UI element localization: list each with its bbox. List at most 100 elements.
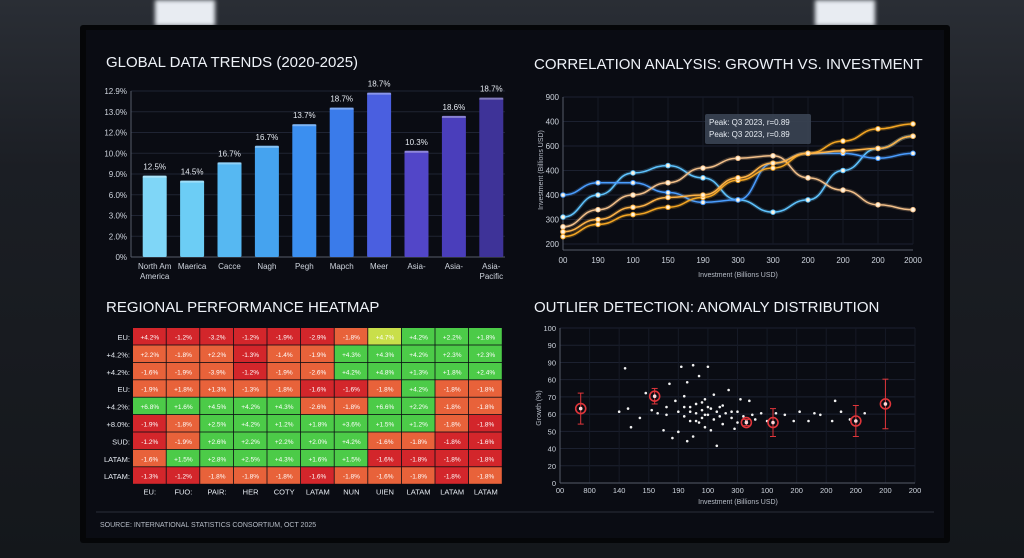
row-label: +8.0%:: [106, 420, 130, 429]
scatter-point: [697, 374, 701, 378]
cell-value: -1.6%: [141, 369, 158, 376]
scatter-point: [750, 413, 754, 417]
scatter-point: [700, 401, 704, 404]
bar-data-label: 18.7%: [368, 80, 391, 89]
cell-value: -2.6%: [309, 404, 326, 411]
series-point: [770, 160, 776, 166]
heatmap-cell: [267, 432, 301, 449]
scatter-point: [718, 405, 722, 409]
series-point: [560, 233, 566, 240]
heatmap-cell: [469, 328, 502, 345]
heatmap-cell: [368, 380, 401, 397]
series-point: [875, 202, 881, 208]
series-point: [840, 138, 846, 144]
cell-value: +1.8%: [174, 387, 193, 394]
ceiling-light: [815, 0, 875, 26]
y-tick-label: 600: [546, 142, 560, 151]
heatmap-cell: [334, 362, 368, 380]
cell-value: +2.0%: [308, 439, 327, 446]
y-tick-label: 9.0%: [109, 170, 127, 179]
heatmap-cell: [200, 397, 233, 415]
scatter-point: [629, 425, 633, 429]
heatmap-cell: [469, 467, 502, 484]
heatmap-cell: [233, 362, 267, 380]
outlier-point: [854, 419, 858, 423]
heatmap-cell: [267, 415, 301, 432]
x-tick-label: America: [140, 272, 170, 281]
heatmap-cell: [301, 328, 334, 345]
tooltip-text: Peak: Q3 2023, r=0.89: [709, 130, 790, 139]
heatmap-cell: [200, 449, 233, 467]
cell-value: -1.9%: [141, 387, 158, 394]
scatter-point: [807, 419, 810, 423]
heatmap-cell: [401, 362, 435, 380]
scatter-point: [727, 388, 730, 392]
scatter-point: [677, 410, 680, 414]
cell-value: -1.2%: [141, 439, 158, 446]
x-tick-label: 200: [879, 486, 892, 495]
series-point: [770, 209, 776, 215]
x-tick-label: 300: [731, 256, 745, 265]
heatmap-cell: [334, 345, 368, 362]
x-tick-label: 200: [836, 256, 850, 265]
heatmap-cell: [267, 397, 301, 415]
x-tick-label: Pacific: [480, 272, 504, 281]
heatmap-cell: [435, 362, 469, 380]
series-point: [875, 145, 881, 152]
outlier-point: [578, 406, 583, 411]
cell-value: -1.2%: [242, 369, 259, 376]
series-point: [560, 228, 566, 235]
y-tick-label: 90: [548, 341, 556, 350]
heatmap-cell: [368, 415, 401, 432]
line-chart: 200 300 400 400 600 400 900 00 190 100 150 190 300 30…: [538, 93, 922, 279]
cell-value: -3.2%: [209, 335, 226, 342]
series-point: [595, 206, 601, 213]
scatter-point: [694, 411, 698, 415]
heatmap-cell: [301, 415, 334, 432]
heatmap-cell: [267, 449, 301, 467]
cell-value: +4.2%: [342, 439, 361, 446]
cell-value: -1.9%: [141, 422, 158, 429]
y-tick-label: 60: [548, 376, 556, 385]
cell-value: -1.3%: [141, 474, 158, 481]
heatmap-cell: [267, 380, 301, 397]
cell-value: +4.3%: [376, 352, 395, 359]
heatmap-cell: [133, 345, 166, 362]
scatter-point: [665, 413, 668, 417]
x-tick-label: 2000: [904, 256, 922, 265]
col-label: LATAM: [306, 488, 330, 497]
bar-highlight: [479, 97, 504, 100]
scatter-point: [662, 429, 665, 432]
series-point: [735, 197, 741, 203]
scatter-point: [730, 416, 733, 420]
scatter-point: [626, 407, 630, 410]
heatmap-cell: [368, 467, 401, 484]
cell-value: +2.4%: [476, 369, 495, 376]
scatter-point: [697, 421, 701, 424]
scatter-point: [709, 407, 713, 410]
cell-value: +4.3%: [275, 404, 294, 411]
cell-value: +4.2%: [409, 335, 428, 342]
heatmap-cell: [301, 380, 334, 397]
cell-value: +1.5%: [376, 422, 395, 429]
series-point: [840, 187, 846, 193]
x-tick-label: 200: [790, 486, 803, 495]
heatmap-cell: [267, 467, 301, 484]
row-label: EU:: [117, 385, 130, 394]
heatmap-cell: [166, 328, 200, 345]
cell-value: +4.3%: [275, 456, 294, 463]
cell-value: +1.8%: [476, 335, 495, 342]
y-tick-label: 60: [548, 410, 556, 419]
series-point: [910, 150, 916, 157]
cell-value: -1.8%: [410, 474, 427, 481]
series-point: [665, 162, 671, 169]
outlier-ring: [574, 402, 587, 415]
heatmap-cell: [233, 328, 267, 345]
heatmap-cell: [401, 449, 435, 467]
bar-highlight: [404, 150, 429, 153]
cell-value: +1.3%: [208, 387, 227, 394]
cell-value: -1.8%: [477, 387, 494, 394]
y-tick-label: 6.0%: [109, 191, 127, 200]
heatmap-cell: [301, 345, 334, 362]
heatmap-cell: [334, 432, 368, 449]
